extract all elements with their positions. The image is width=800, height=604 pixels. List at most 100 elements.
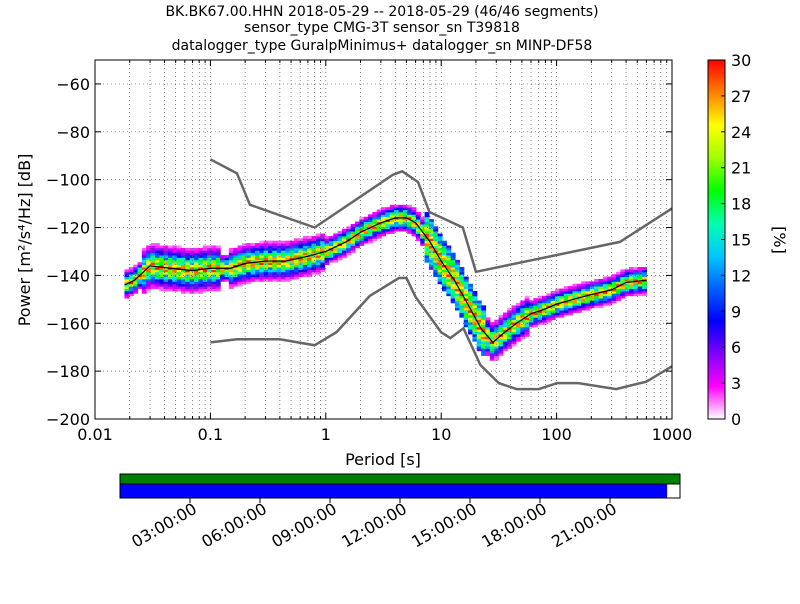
density-cell: [233, 259, 239, 263]
density-cell: [568, 288, 574, 292]
density-cell: [637, 293, 643, 297]
density-cell: [246, 269, 252, 273]
density-cell: [555, 295, 561, 299]
x-tick-label: 0.1: [198, 425, 223, 444]
density-cell: [624, 290, 630, 294]
chart-title-line-3: datalogger_type GuralpMinimus+ datalogge…: [172, 38, 593, 54]
density-cell: [637, 283, 643, 287]
density-cell: [485, 341, 491, 345]
density-cell: [133, 271, 139, 275]
density-cell: [376, 214, 382, 218]
density-cell: [298, 238, 304, 242]
density-cell: [320, 245, 326, 249]
density-cell: [146, 269, 152, 273]
density-cell: [250, 250, 256, 254]
density-cell: [472, 307, 478, 311]
density-cell: [524, 305, 530, 309]
density-cell: [241, 271, 247, 275]
density-cell: [128, 269, 134, 273]
density-cell: [124, 271, 130, 275]
density-cell: [507, 312, 513, 316]
density-cell: [381, 228, 387, 232]
density-cell: [428, 223, 434, 227]
density-cell: [385, 223, 391, 227]
density-cell: [559, 295, 565, 299]
density-cell: [159, 252, 165, 256]
density-cell: [150, 269, 156, 273]
density-cell: [511, 310, 517, 313]
density-cell: [202, 252, 208, 256]
timeline-tick-label: 18:00:00: [478, 499, 550, 551]
density-cell: [455, 264, 460, 268]
density-cell: [246, 255, 252, 258]
density-cell: [450, 295, 456, 299]
density-cell: [202, 262, 208, 266]
density-cell: [272, 257, 278, 261]
density-cell: [172, 255, 178, 258]
density-cell: [424, 240, 430, 244]
density-cell: [468, 286, 474, 289]
density-cell: [368, 228, 373, 232]
density-cell: [154, 276, 160, 280]
density-cell: [163, 247, 169, 251]
density-cell: [402, 204, 408, 208]
density-cell: [341, 235, 347, 239]
density-cell: [185, 255, 191, 258]
density-cell: [289, 271, 295, 275]
density-cell: [333, 255, 339, 258]
density-cell: [633, 293, 639, 297]
density-cell: [294, 252, 300, 256]
density-cell: [163, 288, 169, 292]
density-cell: [394, 228, 400, 232]
density-cell: [176, 255, 182, 258]
x-tick-label: 0.01: [77, 425, 113, 444]
density-cell: [311, 250, 317, 254]
density-cell: [385, 209, 391, 213]
density-cell: [607, 293, 613, 297]
density-cell: [259, 252, 265, 256]
density-cell: [494, 346, 500, 349]
density-cell: [202, 281, 208, 285]
density-cell: [315, 262, 321, 266]
density-cell: [476, 314, 482, 318]
density-cell: [181, 259, 186, 263]
density-cell: [481, 348, 487, 352]
density-cell: [415, 226, 421, 230]
density-cell: [511, 331, 517, 335]
density-cell: [237, 255, 243, 258]
density-cell: [215, 257, 221, 261]
density-cell: [202, 259, 208, 263]
density-cell: [150, 281, 156, 285]
density-cell: [372, 238, 378, 242]
density-cell: [163, 271, 169, 275]
density-cell: [141, 262, 147, 266]
density-cell: [455, 288, 460, 292]
density-cell: [185, 283, 191, 287]
density-cell: [146, 245, 152, 249]
density-cell: [446, 286, 452, 289]
density-cell: [163, 255, 169, 258]
density-cell: [241, 278, 247, 282]
density-cell: [263, 257, 269, 261]
density-cell: [154, 250, 160, 254]
density-cell: [476, 312, 482, 316]
density-cell: [502, 324, 508, 328]
density-cell: [254, 257, 260, 261]
density-cell: [289, 245, 295, 249]
density-cell: [572, 283, 578, 287]
density-cell: [407, 231, 413, 234]
density-cell: [511, 314, 517, 318]
density-cell: [150, 274, 156, 277]
density-cell: [589, 298, 595, 301]
density-cell: [254, 264, 260, 268]
density-cell: [328, 243, 334, 246]
density-cell: [494, 326, 500, 330]
density-cell: [302, 235, 308, 239]
density-cell: [298, 257, 304, 261]
density-cell: [581, 283, 587, 287]
timeline-bar-psd: [120, 484, 668, 498]
density-cell: [150, 286, 156, 289]
density-cell: [259, 276, 265, 280]
density-cell: [381, 233, 387, 237]
density-cell: [507, 314, 513, 318]
